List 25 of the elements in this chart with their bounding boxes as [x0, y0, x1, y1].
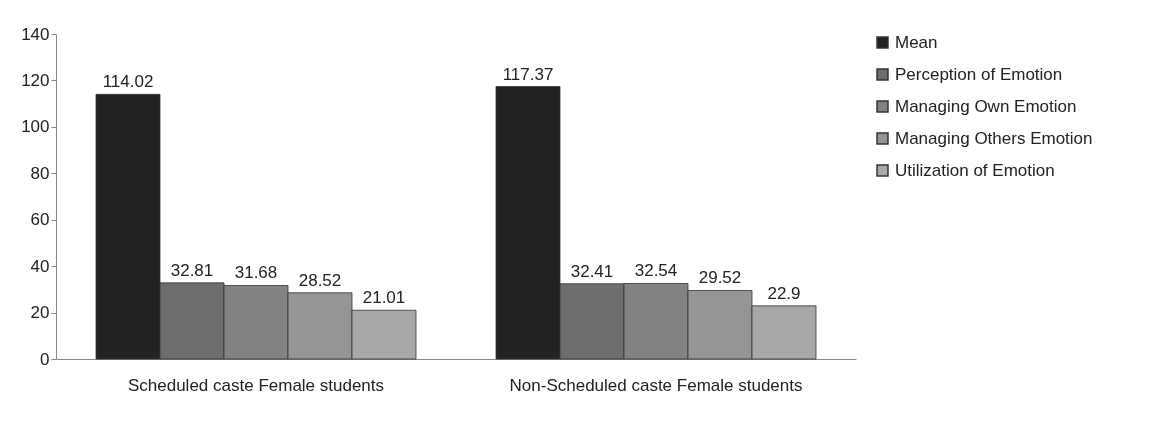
legend-label: Perception of Emotion — [895, 64, 1063, 84]
data-label: 117.37 — [502, 64, 554, 84]
legend-label: Managing Others Emotion — [895, 128, 1093, 148]
legend-label: Utilization of Emotion — [895, 160, 1055, 180]
y-tick-label: 0 — [40, 349, 50, 369]
y-tick-label: 140 — [21, 24, 50, 44]
x-tick-label: Scheduled caste Female students — [127, 375, 385, 395]
legend-label: Mean — [895, 32, 938, 52]
data-label: 22.9 — [767, 283, 801, 303]
data-label: 32.81 — [170, 260, 214, 280]
y-tick-label: 120 — [21, 70, 50, 90]
data-label: 32.54 — [634, 261, 678, 281]
y-tick-label: 80 — [30, 163, 50, 183]
y-tick-label: 100 — [21, 117, 50, 137]
data-label: 29.52 — [698, 268, 742, 288]
data-label: 31.68 — [234, 263, 278, 283]
y-tick-label: 60 — [30, 210, 50, 230]
legend-label: Managing Own Emotion — [895, 96, 1077, 116]
data-label: 21.01 — [362, 288, 406, 308]
x-tick-label: Non-Scheduled caste Female students — [509, 375, 803, 395]
data-label: 28.52 — [298, 270, 342, 290]
y-tick-label: 40 — [30, 256, 50, 276]
y-tick-label: 20 — [30, 303, 50, 323]
data-label: 32.41 — [570, 261, 614, 281]
data-label: 114.02 — [102, 72, 154, 92]
